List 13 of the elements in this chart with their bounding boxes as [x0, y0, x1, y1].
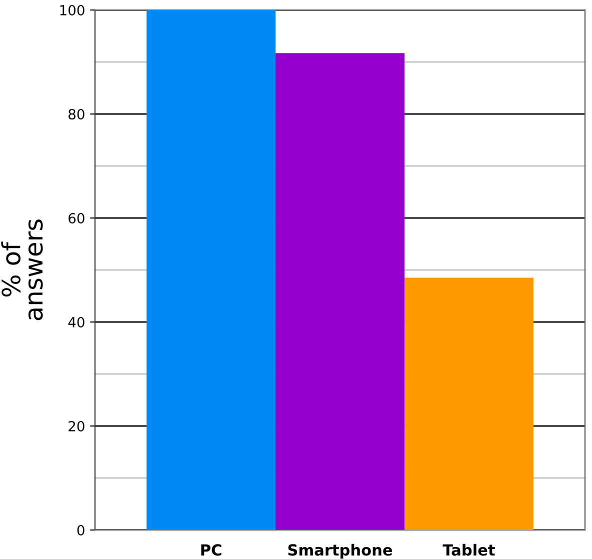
x-tick-label: PC [201, 544, 222, 556]
y-tick-label: 0 [77, 524, 84, 536]
y-tick-label: 80 [68, 108, 84, 120]
y-axis-title: % of answers [1, 220, 43, 320]
bar [146, 10, 276, 530]
y-tick-label: 40 [68, 316, 84, 328]
bar [276, 53, 404, 530]
x-tick-label: Smartphone [288, 544, 392, 559]
y-tick-label: 100 [60, 4, 84, 16]
x-tick-label: Tablet [442, 544, 495, 556]
bar [404, 278, 534, 530]
y-tick-label: 20 [68, 420, 84, 432]
y-tick-label: 60 [68, 212, 84, 224]
